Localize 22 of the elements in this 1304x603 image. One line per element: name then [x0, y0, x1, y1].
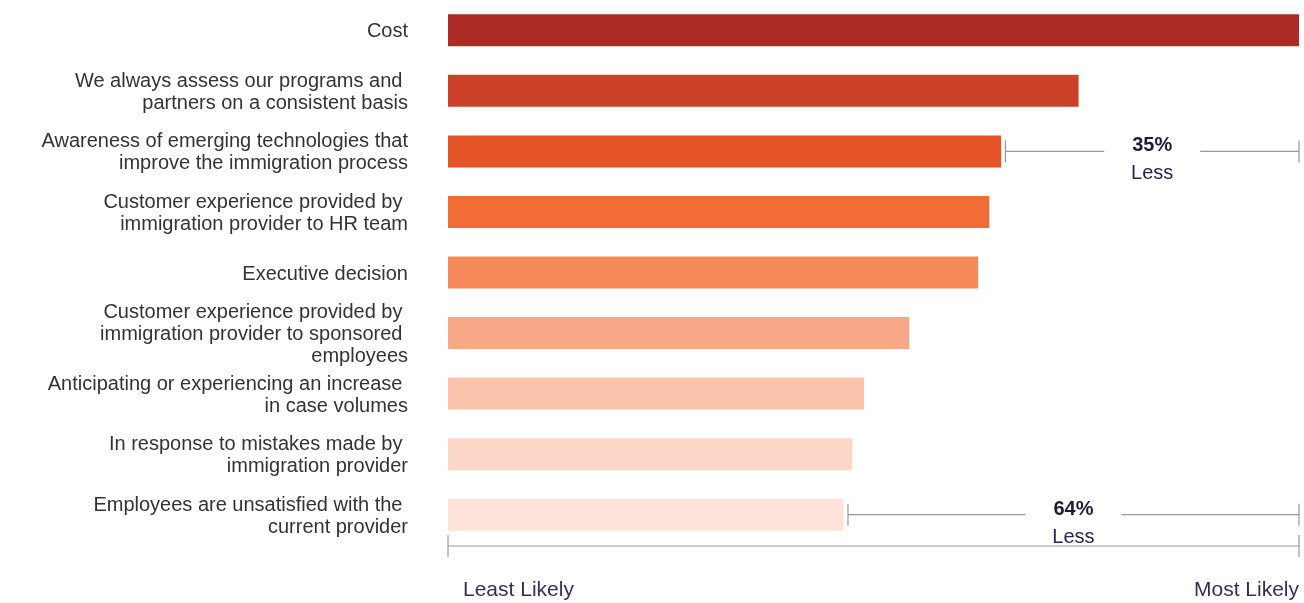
y-tick-label: We always assess our programs and partners on a consistent basis: [74, 68, 408, 113]
bar: [448, 14, 1299, 47]
y-tick-label: In response to mistakes made by immigration provider: [108, 432, 409, 477]
bar: [448, 317, 910, 350]
bar: [448, 256, 979, 289]
bar: [448, 135, 1002, 168]
bar: [448, 498, 844, 531]
bar: [448, 438, 853, 471]
annotation: 35% Less: [1131, 133, 1174, 184]
annotation: 64% Less: [1052, 496, 1095, 547]
y-tick-label: Cost: [366, 19, 409, 42]
y-tick-label: Executive decision: [242, 261, 408, 284]
y-tick-label: Customer experience provided by immigration provider to HR team: [103, 189, 408, 234]
bar: [448, 377, 865, 410]
bar: [448, 195, 990, 228]
y-tick-label: Anticipating or experiencing an increase in case volumes: [47, 371, 408, 416]
text: Least Likely: [463, 576, 575, 600]
y-tick-label: Customer experience provided by immigration provider to sponsored employees: [100, 300, 408, 367]
y-tick-label: Employees are unsatisfied with the current provider: [93, 492, 409, 537]
text: Most Likely: [1193, 576, 1300, 600]
y-tick-label: Awareness of emerging technologies that improve the immigration process: [41, 129, 409, 174]
bar: [448, 74, 1079, 107]
